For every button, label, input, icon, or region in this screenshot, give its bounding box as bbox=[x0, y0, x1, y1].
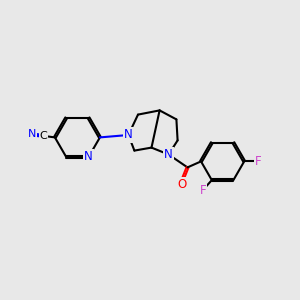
Text: O: O bbox=[177, 178, 186, 191]
Text: C: C bbox=[40, 131, 47, 141]
Text: N: N bbox=[124, 128, 133, 142]
Text: N: N bbox=[84, 150, 93, 164]
Text: N: N bbox=[28, 129, 36, 140]
Text: N: N bbox=[164, 148, 173, 161]
Text: F: F bbox=[200, 184, 206, 196]
Text: F: F bbox=[255, 155, 262, 168]
